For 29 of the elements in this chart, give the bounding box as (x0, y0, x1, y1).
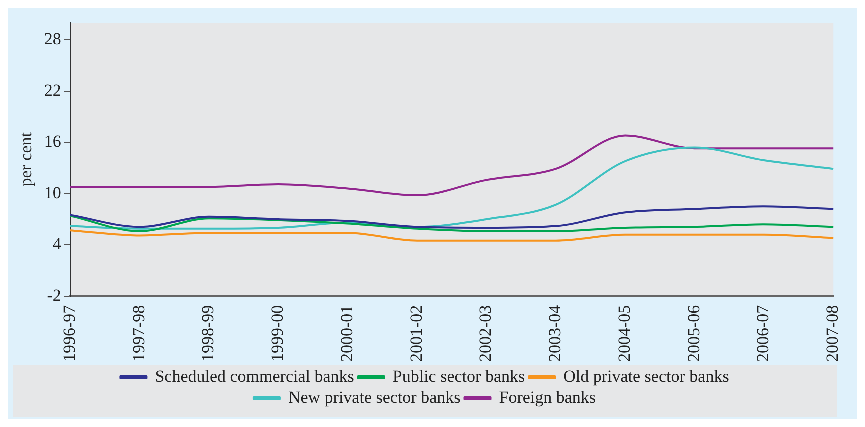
y-tick-label: 16 (44, 132, 62, 152)
y-tick-label: 10 (44, 183, 62, 202)
x-tick-label: 2002-03 (476, 305, 496, 362)
y-tick-label: -2 (47, 286, 62, 305)
legend-label: New private sector banks (288, 388, 461, 407)
x-tick-label: 1999-00 (268, 305, 288, 362)
x-tick-label: 2001-02 (406, 305, 426, 362)
x-tick-label: 2004-05 (614, 305, 634, 362)
x-tick-label: 2005-06 (684, 305, 704, 362)
x-tick-label: 1996-97 (60, 304, 79, 362)
legend-label: Public sector banks (392, 366, 526, 386)
line-series (69, 134, 835, 197)
y-tick-label: 4 (52, 234, 62, 254)
legend-label: Foreign banks (499, 388, 596, 407)
x-tick-label: 2000-01 (337, 305, 356, 362)
y-tick-label: 22 (44, 80, 62, 100)
line-series (69, 230, 835, 242)
legend-label: Scheduled commercial banks (155, 366, 354, 386)
x-tick-label: 1997-98 (129, 305, 148, 362)
legend-label: Old private sector banks (564, 366, 730, 386)
x-tick-label: 1998-99 (198, 305, 218, 362)
y-axis-title: per cent (16, 132, 36, 187)
x-tick-label: 2007-08 (823, 305, 842, 362)
line-series (69, 146, 835, 230)
line-series (69, 215, 835, 232)
y-tick-label: 28 (44, 30, 62, 49)
line-series (69, 206, 835, 230)
x-tick-label: 2006-07 (754, 304, 773, 362)
x-tick-label: 2003-04 (546, 304, 565, 362)
